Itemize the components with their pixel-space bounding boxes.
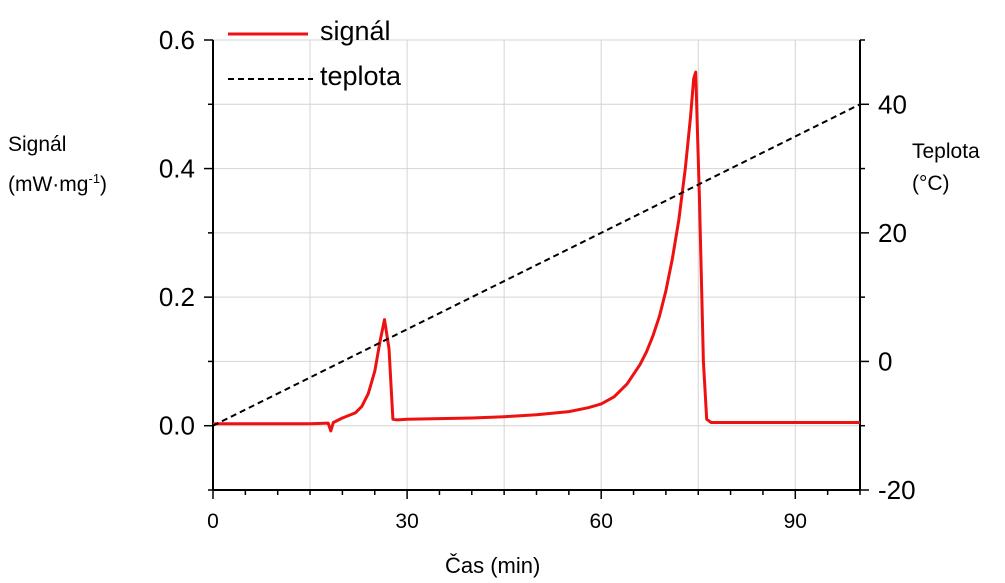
legend-teplota-label: teplota [320,61,402,91]
x-tick-label: 90 [784,510,807,533]
y-left-tick-label: 0.0 [159,411,195,441]
y-axis-left-label-line2: (mW·mg-1) [8,162,107,202]
y-axis-left-unit-exponent: -1 [88,171,101,186]
x-tick-label: 60 [590,510,613,533]
x-tick-label: 0 [207,510,219,533]
y-axis-left-unit: (mW·mg [8,173,89,196]
y-right-tick-label: 40 [878,89,907,119]
y-left-tick-label: 0.4 [159,154,195,184]
y-axis-left-unit-close: ) [100,173,108,196]
y-right-tick-label: 0 [878,346,892,376]
legend: signál teplota [228,16,402,91]
y-axis-right-label-line1: Teplota [912,140,980,163]
y-axis-left-label: Signál (mW·mg-1) [8,128,107,202]
legend-signal-label: signál [320,16,391,46]
y-right-tick-label: 20 [878,218,907,248]
y-axis-right-label-line2: (°C) [912,172,950,195]
y-axis-left-label-line1: Signál [8,133,67,156]
x-tick-label: 30 [395,510,418,533]
y-left-tick-label: 0.2 [159,282,195,312]
ticks: 0 30 60 90 0.0 0.2 0.4 0.6 -20 0 20 40 [159,25,916,533]
series-line-signal [213,70,860,433]
grid [213,39,860,490]
y-axis-right-label: Teplota (°C) [912,136,980,200]
x-axis-label: Čas (min) [445,553,541,578]
y-right-tick-label: -20 [878,475,916,505]
series-line-teplota [212,103,861,427]
plot-area [212,70,861,433]
y-left-tick-label: 0.6 [159,25,195,55]
